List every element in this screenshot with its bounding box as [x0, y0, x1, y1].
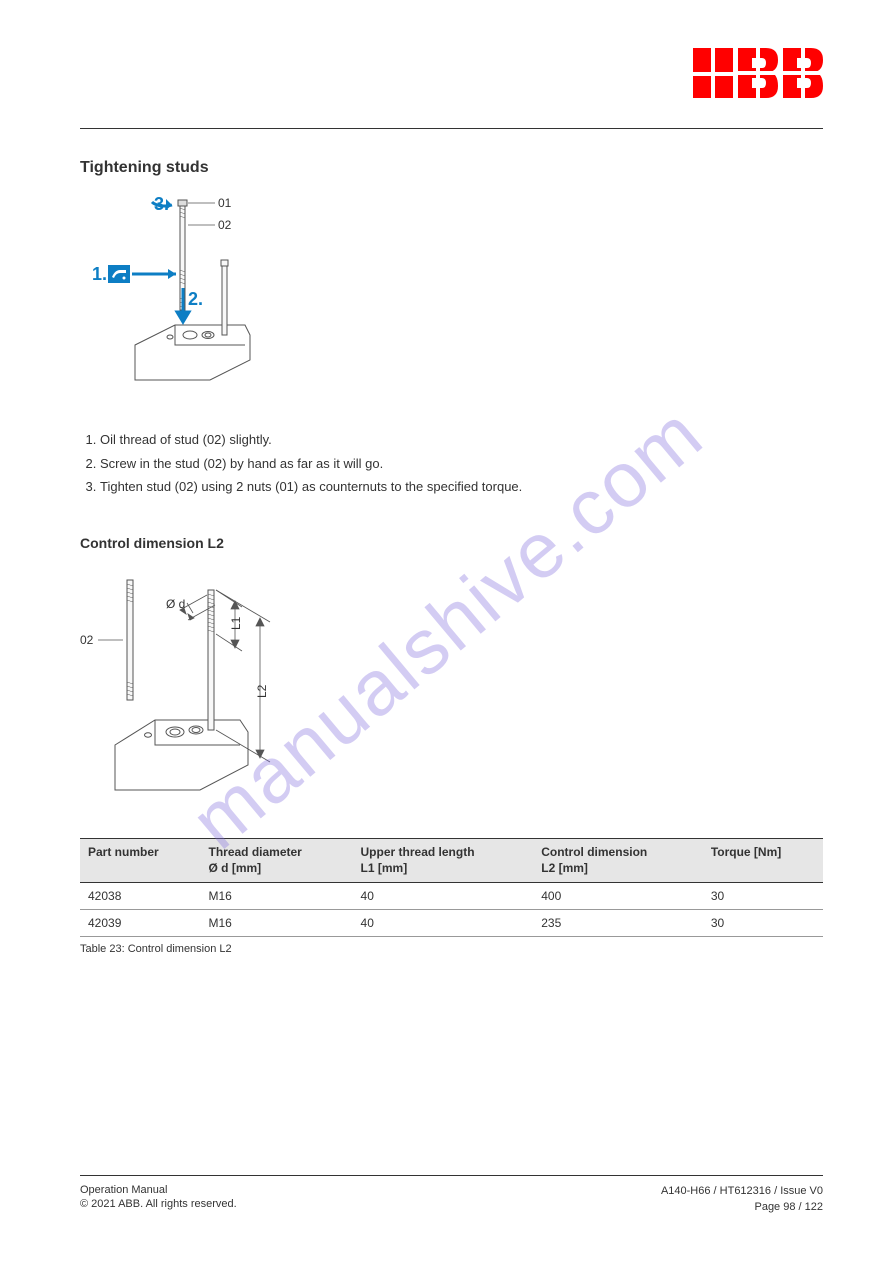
table-row: 42039 M16 40 235 30 — [80, 910, 823, 937]
table-row: 42038 M16 40 400 30 — [80, 883, 823, 910]
header-divider — [80, 128, 823, 129]
instruction-item: Tighten stud (02) using 2 nuts (01) as c… — [100, 477, 823, 497]
label-01: 01 — [218, 196, 232, 210]
step2-label: 2. — [188, 289, 203, 309]
label-L1: L1 — [229, 616, 243, 630]
label-L2: L2 — [255, 684, 269, 698]
page-footer: Operation Manual © 2021 ABB. All rights … — [80, 1175, 823, 1215]
diagram-control-dimension: 02 Ø d — [80, 570, 290, 810]
dimension-table: Part number Thread diameterØ d [mm] Uppe… — [80, 838, 823, 955]
subsection-title: Control dimension L2 — [80, 535, 224, 551]
table-header: Torque [Nm] — [703, 839, 823, 883]
section-title: Tightening studs — [80, 159, 823, 177]
label-02b: 02 — [80, 633, 94, 647]
footer-left: Operation Manual © 2021 ABB. All rights … — [80, 1184, 237, 1215]
label-d: Ø d — [166, 597, 185, 611]
instruction-item: Screw in the stud (02) by hand as far as… — [100, 454, 823, 474]
abb-logo — [693, 48, 823, 101]
table-header: Part number — [80, 839, 200, 883]
step1-label: 1. — [92, 264, 107, 284]
table-caption: Table 23: Control dimension L2 — [80, 943, 823, 955]
label-02: 02 — [218, 218, 232, 232]
step3-label: 3. — [154, 194, 169, 214]
table-header: Upper thread lengthL1 [mm] — [353, 839, 534, 883]
diagram-tightening-studs: 1. 3. 2. 01 02 — [80, 190, 280, 390]
table-header: Control dimensionL2 [mm] — [533, 839, 703, 883]
footer-right: A140-H66 / HT612316 / Issue V0 Page 98 /… — [661, 1184, 823, 1215]
instruction-list: Oil thread of stud (02) slightly. Screw … — [80, 430, 823, 501]
instruction-item: Oil thread of stud (02) slightly. — [100, 430, 823, 450]
table-header: Thread diameterØ d [mm] — [200, 839, 352, 883]
